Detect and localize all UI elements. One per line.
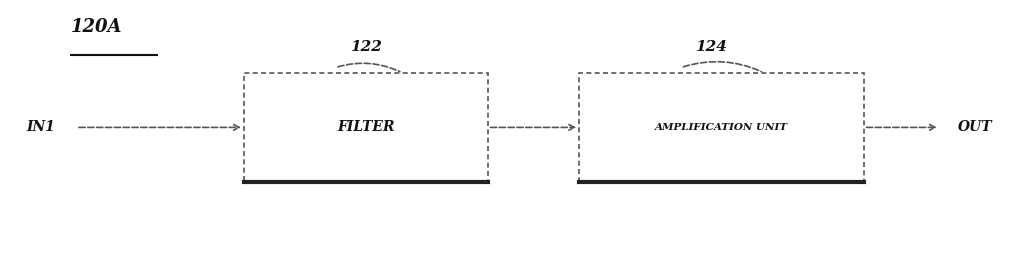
Text: 120A: 120A <box>71 18 123 36</box>
Bar <box>579 73 864 182</box>
Text: FILTER: FILTER <box>337 120 394 134</box>
Bar <box>244 73 488 182</box>
Text: IN1: IN1 <box>26 120 55 134</box>
Text: AMPLIFICATION UNIT: AMPLIFICATION UNIT <box>654 123 788 132</box>
Text: OUT: OUT <box>958 120 993 134</box>
Text: 124: 124 <box>695 40 727 54</box>
Text: 122: 122 <box>350 40 382 54</box>
